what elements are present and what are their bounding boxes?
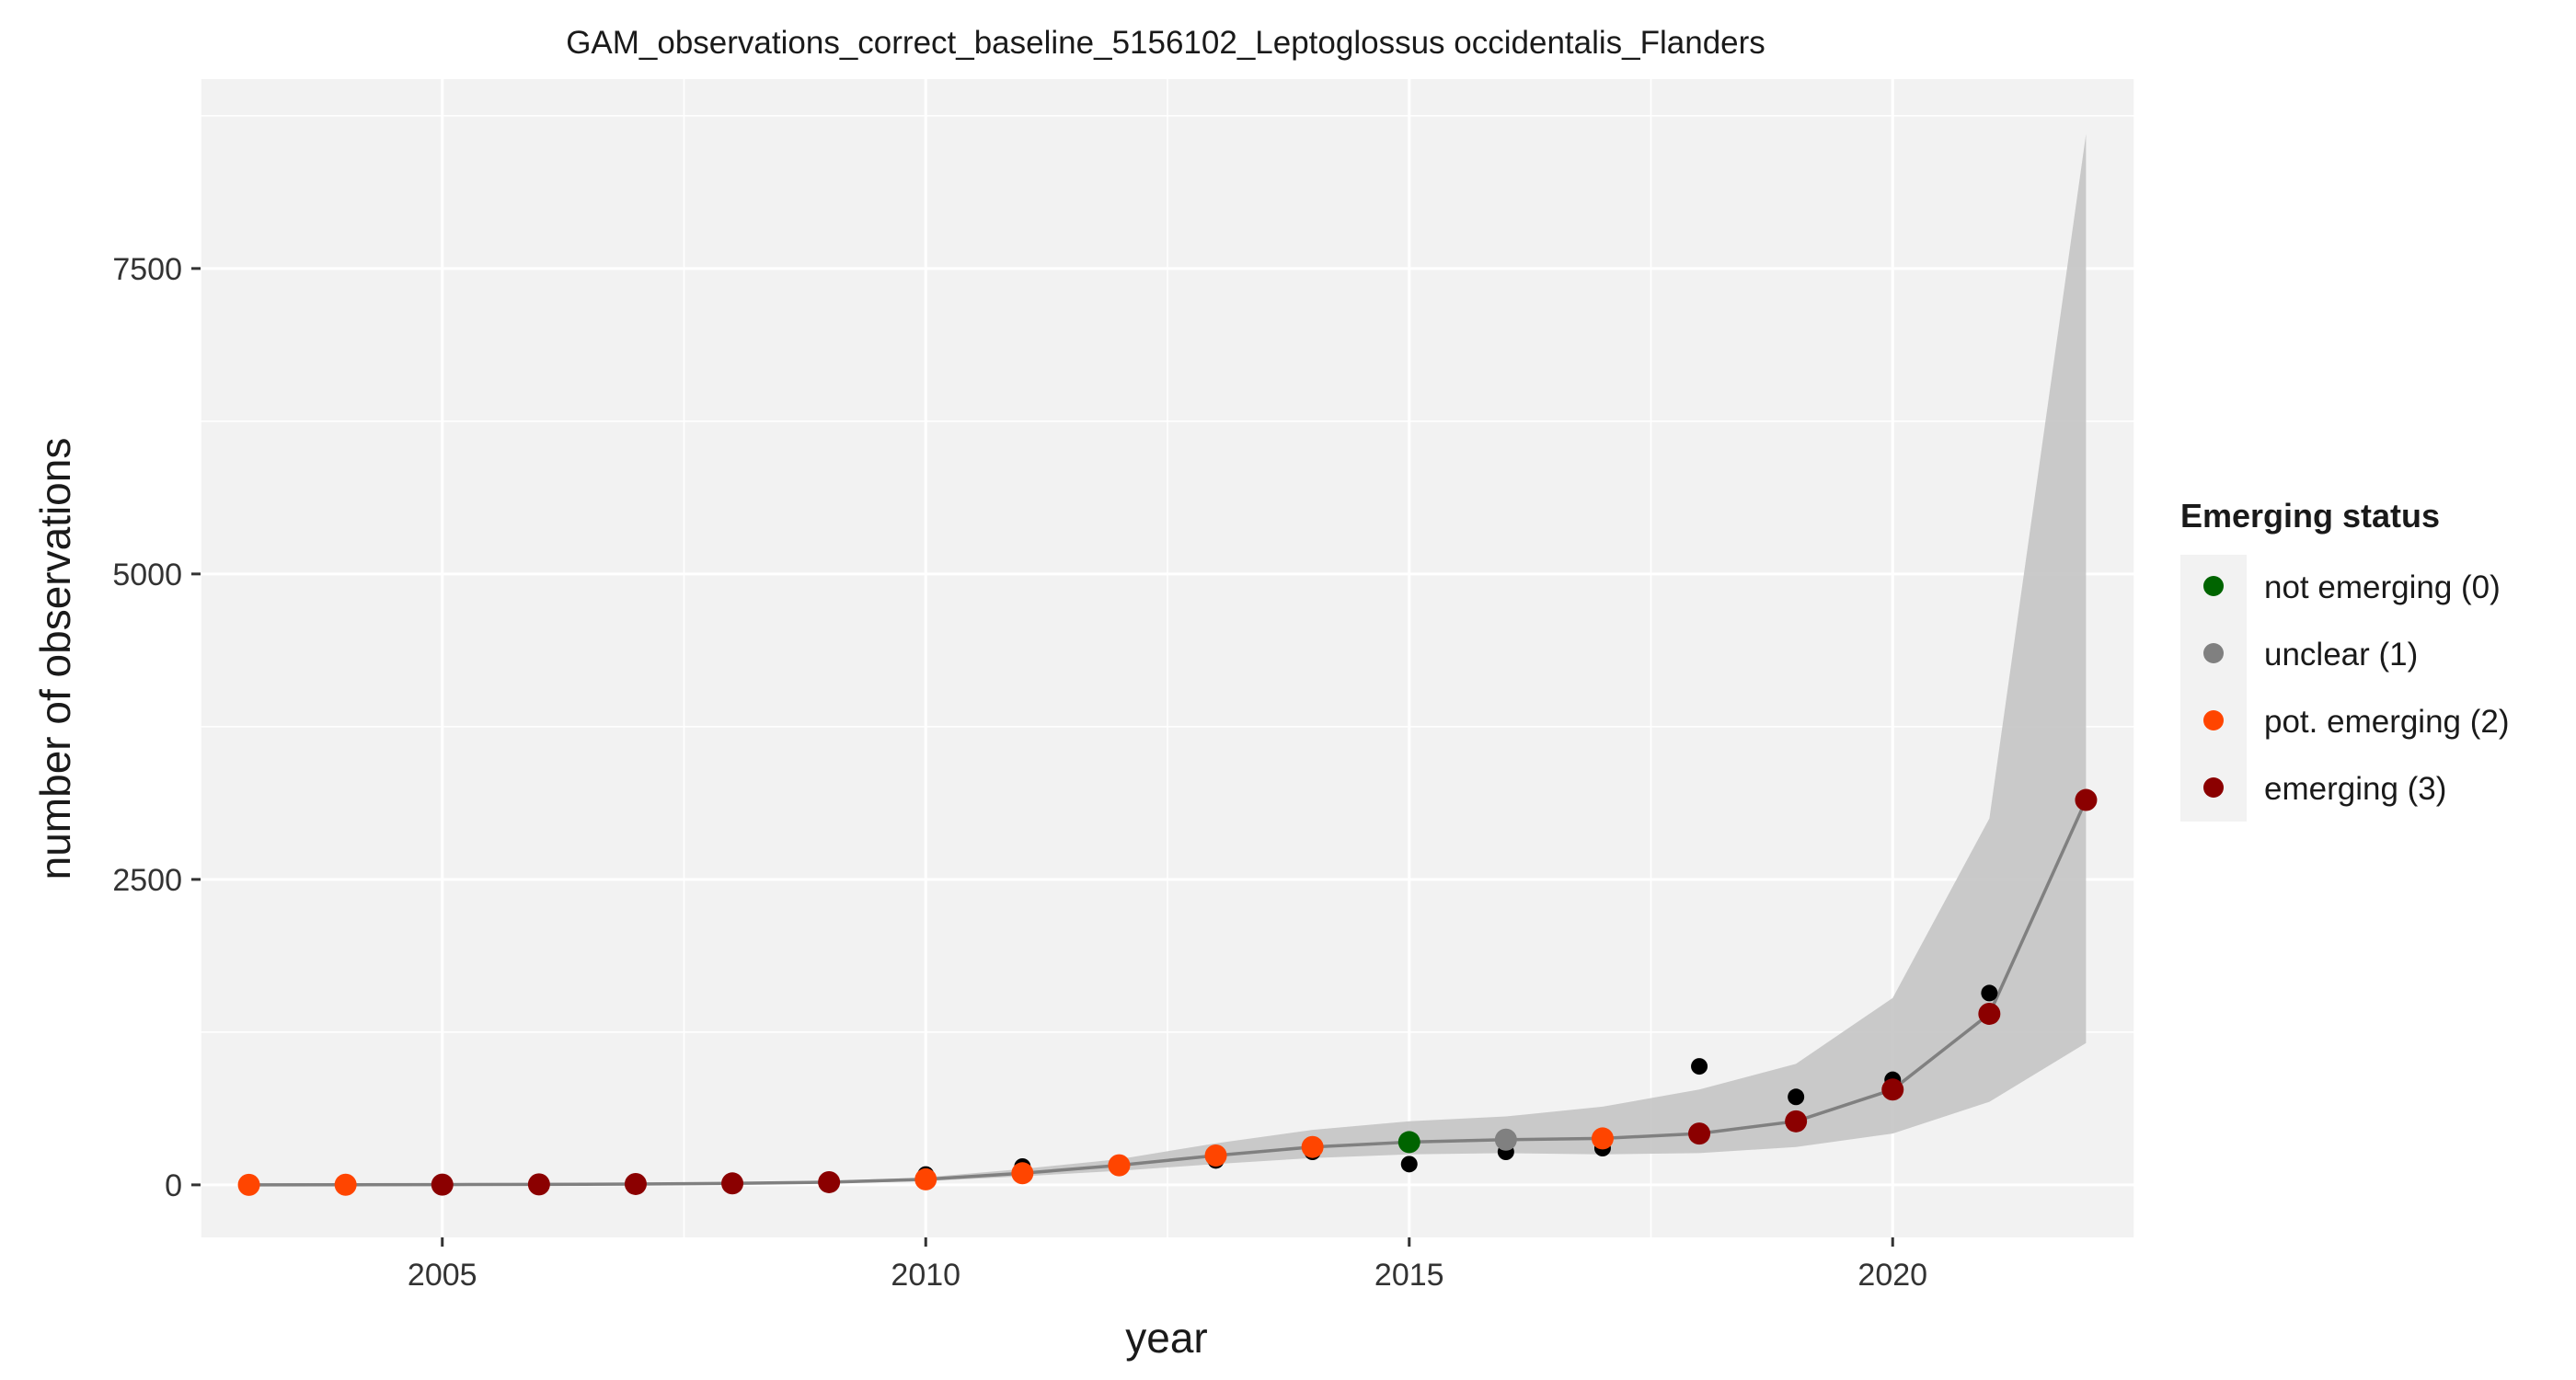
- status-point: [1881, 1078, 1904, 1101]
- y-tick-label: 7500: [112, 252, 182, 287]
- status-point: [1494, 1128, 1517, 1151]
- x-tick-label: 2010: [891, 1258, 960, 1293]
- legend-label: not emerging (0): [2264, 569, 2501, 605]
- legend-key-unclear: [2203, 643, 2224, 663]
- y-tick-label: 2500: [112, 863, 182, 898]
- grid-minor: [200, 79, 2135, 1237]
- status-point: [237, 1173, 260, 1196]
- chart-title: GAM_observations_correct_baseline_515610…: [566, 25, 1765, 61]
- legend-key-emerging: [2203, 777, 2224, 798]
- status-point: [624, 1172, 647, 1195]
- legend-item-pot-emerging: pot. emerging (2): [2203, 704, 2510, 740]
- status-point: [527, 1173, 550, 1196]
- x-axis: 2005 2010 2015 2020: [408, 1237, 1927, 1293]
- observed-point: [1691, 1058, 1708, 1075]
- status-point: [1591, 1127, 1614, 1150]
- observed-point: [1981, 984, 1998, 1002]
- legend-item-not-emerging: not emerging (0): [2203, 569, 2501, 605]
- status-point: [818, 1170, 841, 1193]
- status-points: [237, 788, 2098, 1196]
- legend-item-unclear: unclear (1): [2203, 637, 2418, 673]
- status-point: [1301, 1135, 1324, 1158]
- legend: Emerging status not emerging (0) unclear…: [2180, 497, 2510, 822]
- status-point: [1688, 1122, 1711, 1145]
- legend-key-not-emerging: [2203, 576, 2224, 596]
- status-point: [334, 1173, 357, 1196]
- legend-label: emerging (3): [2264, 771, 2446, 807]
- status-point: [1397, 1131, 1420, 1154]
- legend-label: unclear (1): [2264, 637, 2418, 673]
- status-point: [431, 1173, 454, 1196]
- status-point: [721, 1172, 744, 1195]
- fitted-line: [248, 799, 2087, 1187]
- x-axis-title: year: [1125, 1314, 1207, 1362]
- x-tick-label: 2005: [408, 1258, 477, 1293]
- legend-title: Emerging status: [2180, 497, 2440, 535]
- status-point: [1011, 1162, 1034, 1185]
- x-tick-label: 2020: [1857, 1258, 1927, 1293]
- status-point: [1785, 1110, 1808, 1133]
- status-point: [914, 1167, 937, 1190]
- confidence-ribbon: [248, 133, 2087, 1185]
- legend-key-pot-emerging: [2203, 710, 2224, 730]
- y-tick-label: 0: [165, 1168, 182, 1203]
- legend-key-bg: [2180, 555, 2247, 822]
- y-axis: 0 2500 5000 7500: [112, 252, 201, 1203]
- legend-label: pot. emerging (2): [2264, 704, 2510, 740]
- y-axis-title: number of observations: [31, 438, 79, 880]
- status-point: [1108, 1154, 1131, 1177]
- x-tick-label: 2015: [1374, 1258, 1444, 1293]
- legend-item-emerging: emerging (3): [2203, 771, 2446, 807]
- observed-point: [1400, 1156, 1418, 1173]
- status-point: [2075, 788, 2098, 811]
- status-point: [1978, 1002, 2001, 1025]
- observed-point: [1788, 1088, 1805, 1106]
- status-point: [1204, 1144, 1227, 1167]
- y-tick-label: 5000: [112, 558, 182, 592]
